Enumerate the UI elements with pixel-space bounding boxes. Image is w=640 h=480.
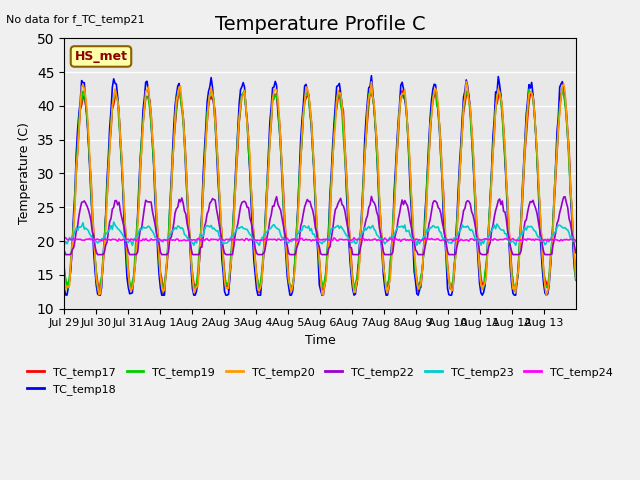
TC_temp22	[325, 246, 333, 252]
TC_temp20	[462, 79, 470, 84]
TC_temp20	[94, 283, 102, 289]
TC_temp22	[61, 252, 69, 257]
TC_temp20	[571, 253, 579, 259]
TC_temp23	[571, 239, 579, 244]
TC_temp22	[367, 193, 375, 199]
TC_temp22	[504, 228, 511, 234]
TC_temp23	[326, 231, 334, 237]
TC_temp20	[572, 275, 580, 281]
TC_temp17	[502, 177, 510, 182]
TC_temp24	[504, 237, 511, 242]
Title: Temperature Profile C: Temperature Profile C	[214, 15, 426, 34]
TC_temp17	[159, 292, 167, 298]
TC_temp19	[78, 98, 86, 104]
TC_temp18	[60, 285, 68, 290]
TC_temp18	[504, 214, 511, 219]
TC_temp22	[60, 248, 68, 253]
TC_temp20	[78, 84, 86, 90]
TC_temp23	[94, 240, 102, 246]
TC_temp19	[60, 272, 68, 278]
TC_temp23	[60, 242, 68, 248]
TC_temp23	[428, 225, 435, 230]
Line: TC_temp23: TC_temp23	[64, 222, 576, 245]
TC_temp19	[428, 109, 435, 115]
TC_temp17	[325, 234, 333, 240]
TC_temp20	[325, 240, 333, 245]
TC_temp18	[367, 73, 375, 79]
TC_temp17	[78, 102, 86, 108]
Text: No data for f_TC_temp21: No data for f_TC_temp21	[6, 14, 145, 25]
Line: TC_temp18: TC_temp18	[64, 76, 576, 295]
TC_temp24	[428, 236, 435, 241]
TC_temp20	[426, 123, 434, 129]
TC_temp20	[504, 199, 511, 205]
TC_temp24	[571, 237, 579, 242]
Line: TC_temp22: TC_temp22	[64, 196, 576, 254]
TC_temp20	[60, 272, 68, 277]
TC_temp24	[325, 237, 333, 243]
TC_temp23	[78, 224, 86, 229]
TC_temp23	[504, 237, 511, 242]
TC_temp20	[319, 292, 327, 298]
TC_temp19	[94, 286, 102, 291]
TC_temp19	[572, 277, 580, 283]
TC_temp23	[110, 219, 118, 225]
X-axis label: Time: Time	[305, 334, 335, 347]
TC_temp17	[426, 135, 434, 141]
TC_temp17	[572, 269, 580, 275]
TC_temp19	[504, 202, 511, 208]
Line: TC_temp19: TC_temp19	[64, 88, 576, 292]
TC_temp18	[572, 276, 580, 282]
TC_temp22	[95, 252, 103, 257]
TC_temp17	[94, 279, 102, 285]
TC_temp19	[326, 198, 334, 204]
Line: TC_temp24: TC_temp24	[64, 238, 576, 241]
TC_temp18	[95, 292, 103, 298]
TC_temp18	[325, 224, 333, 230]
TC_temp24	[95, 237, 103, 243]
TC_temp24	[61, 235, 69, 240]
TC_temp18	[428, 97, 435, 103]
TC_temp18	[79, 80, 87, 85]
Y-axis label: Temperature (C): Temperature (C)	[19, 122, 31, 225]
Text: HS_met: HS_met	[74, 50, 127, 63]
TC_temp24	[79, 237, 87, 243]
TC_temp24	[60, 236, 68, 241]
TC_temp24	[572, 238, 580, 244]
TC_temp17	[560, 84, 568, 89]
TC_temp22	[79, 199, 87, 205]
Legend: TC_temp17, TC_temp18, TC_temp19, TC_temp20, TC_temp22, TC_temp23, TC_temp24: TC_temp17, TC_temp18, TC_temp19, TC_temp…	[23, 363, 617, 399]
TC_temp18	[63, 292, 71, 298]
TC_temp17	[571, 256, 579, 262]
TC_temp19	[175, 85, 183, 91]
TC_temp23	[129, 242, 136, 248]
TC_temp24	[397, 239, 404, 244]
TC_temp22	[571, 243, 579, 249]
TC_temp22	[572, 250, 580, 255]
TC_temp17	[60, 265, 68, 271]
TC_temp19	[571, 257, 579, 263]
TC_temp23	[572, 239, 580, 245]
TC_temp18	[571, 265, 579, 271]
Line: TC_temp20: TC_temp20	[64, 82, 576, 295]
Line: TC_temp17: TC_temp17	[64, 86, 576, 295]
TC_temp19	[159, 289, 167, 295]
TC_temp22	[428, 209, 435, 215]
